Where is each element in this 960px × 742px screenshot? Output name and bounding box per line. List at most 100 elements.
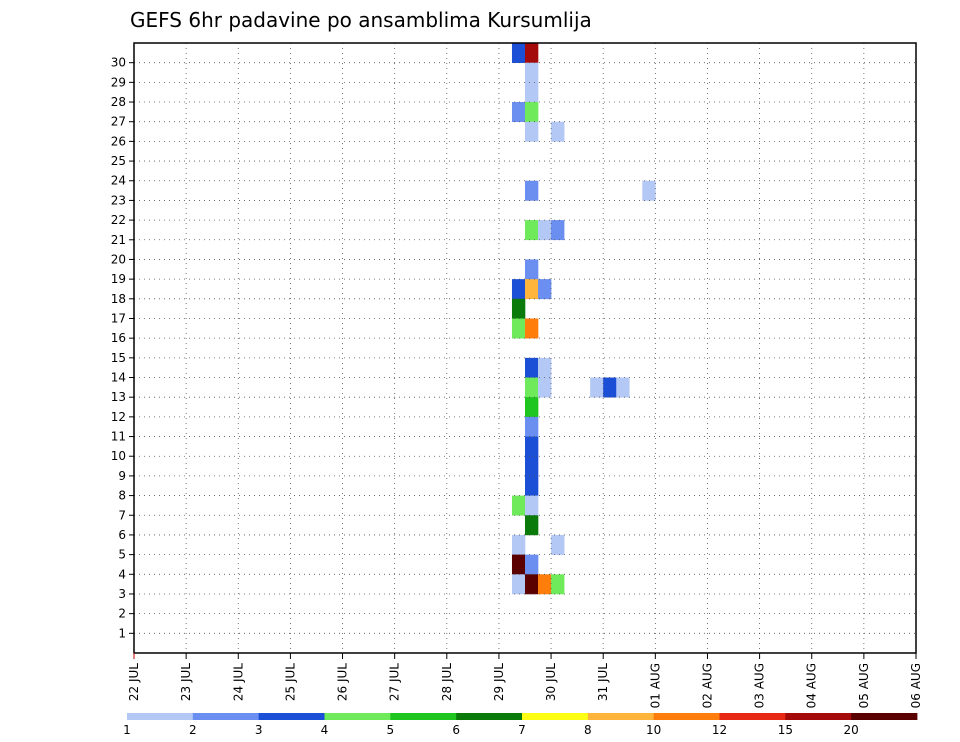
- precip-cell: [525, 180, 539, 201]
- precip-cell: [616, 377, 630, 398]
- precip-cell: [511, 43, 526, 63]
- precip-cell: [538, 357, 552, 378]
- x-tick-label: 03 AUG: [753, 663, 767, 708]
- colorbar-swatch: [324, 713, 391, 720]
- precip-cell: [511, 554, 526, 575]
- y-tick-label: 22: [111, 213, 126, 227]
- y-tick-label: 21: [111, 233, 126, 247]
- x-tick-label: 29 JUL: [492, 663, 506, 701]
- colorbar-swatch: [192, 713, 260, 720]
- colorbar-label: 15: [778, 723, 793, 737]
- precip-cell: [525, 515, 539, 536]
- colorbar-swatch: [456, 713, 523, 720]
- plot-frame: [133, 42, 917, 654]
- precip-cell: [538, 574, 552, 595]
- y-tick-label: 6: [118, 528, 126, 542]
- x-axis: 22 JUL 23 JUL 24 JUL 25 JUL 26 JUL 27 JUL 28 J…: [127, 653, 923, 708]
- precip-cell: [511, 318, 526, 339]
- x-tick-label: 02 AUG: [700, 663, 714, 708]
- colorbar-label: 12: [712, 723, 727, 737]
- y-tick-label: 2: [118, 607, 126, 621]
- precip-cell: [525, 220, 539, 241]
- precip-cell: [525, 456, 539, 477]
- colorbar-label: 1: [123, 723, 131, 737]
- precip-cell: [511, 574, 526, 595]
- y-tick-label: 30: [111, 56, 126, 70]
- y-tick-label: 3: [118, 587, 126, 601]
- precip-cell: [511, 495, 526, 516]
- colorbar-swatch: [719, 713, 786, 720]
- x-tick-label: 26 JUL: [336, 663, 350, 701]
- colorbar-label: 10: [646, 723, 661, 737]
- y-tick-label: 1: [118, 626, 126, 640]
- x-tick-label: 30 JUL: [544, 663, 558, 701]
- x-tick-label: 25 JUL: [283, 663, 297, 701]
- precip-cell: [551, 220, 565, 241]
- precip-cell: [603, 377, 617, 398]
- grid-lines: [134, 43, 916, 653]
- y-tick-label: 14: [111, 371, 126, 385]
- x-tick-label: 28 JUL: [440, 663, 454, 701]
- precip-cell: [525, 554, 539, 575]
- precip-cell: [551, 534, 565, 555]
- y-tick-label: 23: [111, 193, 126, 207]
- y-tick-label: 28: [111, 95, 126, 109]
- y-tick-label: 10: [111, 449, 126, 463]
- colorbar-swatch: [785, 713, 852, 720]
- precip-cell: [525, 475, 539, 496]
- precip-cell: [525, 416, 539, 437]
- precip-cell: [590, 377, 604, 398]
- precip-cell: [525, 574, 539, 595]
- y-tick-label: 11: [111, 430, 126, 444]
- colorbar: 1 2 3 4 5 6 7 8 10 12 15 20: [123, 713, 918, 737]
- x-tick-label: 01 AUG: [648, 663, 662, 708]
- colorbar-label: 2: [189, 723, 197, 737]
- colorbar-swatch: [127, 713, 194, 720]
- y-tick-label: 5: [118, 548, 126, 562]
- precip-cell: [511, 102, 526, 123]
- precip-cell: [538, 279, 552, 300]
- precip-cell: [525, 62, 539, 83]
- x-tick-label: 04 AUG: [805, 663, 819, 708]
- y-tick-label: 15: [111, 351, 126, 365]
- y-tick-label: 4: [118, 567, 126, 581]
- precip-cell: [551, 574, 565, 595]
- y-tick-label: 20: [111, 252, 126, 266]
- y-axis: 1234567891011121314151617181920212223242…: [111, 56, 134, 640]
- x-tick-label: 23 JUL: [179, 663, 193, 701]
- colorbar-label: 4: [321, 723, 329, 737]
- precip-cell: [525, 377, 539, 398]
- precip-cell: [525, 82, 539, 103]
- precip-cell: [511, 298, 526, 319]
- y-tick-label: 26: [111, 134, 126, 148]
- x-tick-label: 22 JUL: [127, 663, 141, 701]
- colorbar-label: 5: [387, 723, 395, 737]
- precip-cell: [551, 121, 565, 142]
- precip-cell: [525, 279, 539, 300]
- y-tick-label: 17: [111, 311, 126, 325]
- colorbar-swatch: [587, 713, 655, 720]
- colorbar-swatch: [522, 713, 589, 720]
- colorbar-swatch: [390, 713, 457, 720]
- precip-cell: [525, 102, 539, 123]
- colorbar-label: 7: [518, 723, 526, 737]
- x-tick-label: 24 JUL: [231, 663, 245, 701]
- y-tick-label: 25: [111, 154, 126, 168]
- precip-cell: [538, 220, 552, 241]
- y-tick-label: 27: [111, 115, 126, 129]
- precip-cell: [525, 121, 539, 142]
- precip-cell: [525, 495, 539, 516]
- x-tick-label: 06 AUG: [909, 663, 923, 708]
- colorbar-swatch: [851, 713, 918, 720]
- precip-cell: [525, 397, 539, 418]
- colorbar-label: 6: [452, 723, 460, 737]
- precip-cell: [511, 279, 526, 300]
- y-tick-label: 18: [111, 292, 126, 306]
- colorbar-label: 3: [255, 723, 263, 737]
- precip-cell: [525, 259, 539, 280]
- y-tick-label: 16: [111, 331, 126, 345]
- colorbar-label: 8: [584, 723, 592, 737]
- colorbar-swatch: [258, 713, 325, 720]
- y-tick-label: 12: [111, 410, 126, 424]
